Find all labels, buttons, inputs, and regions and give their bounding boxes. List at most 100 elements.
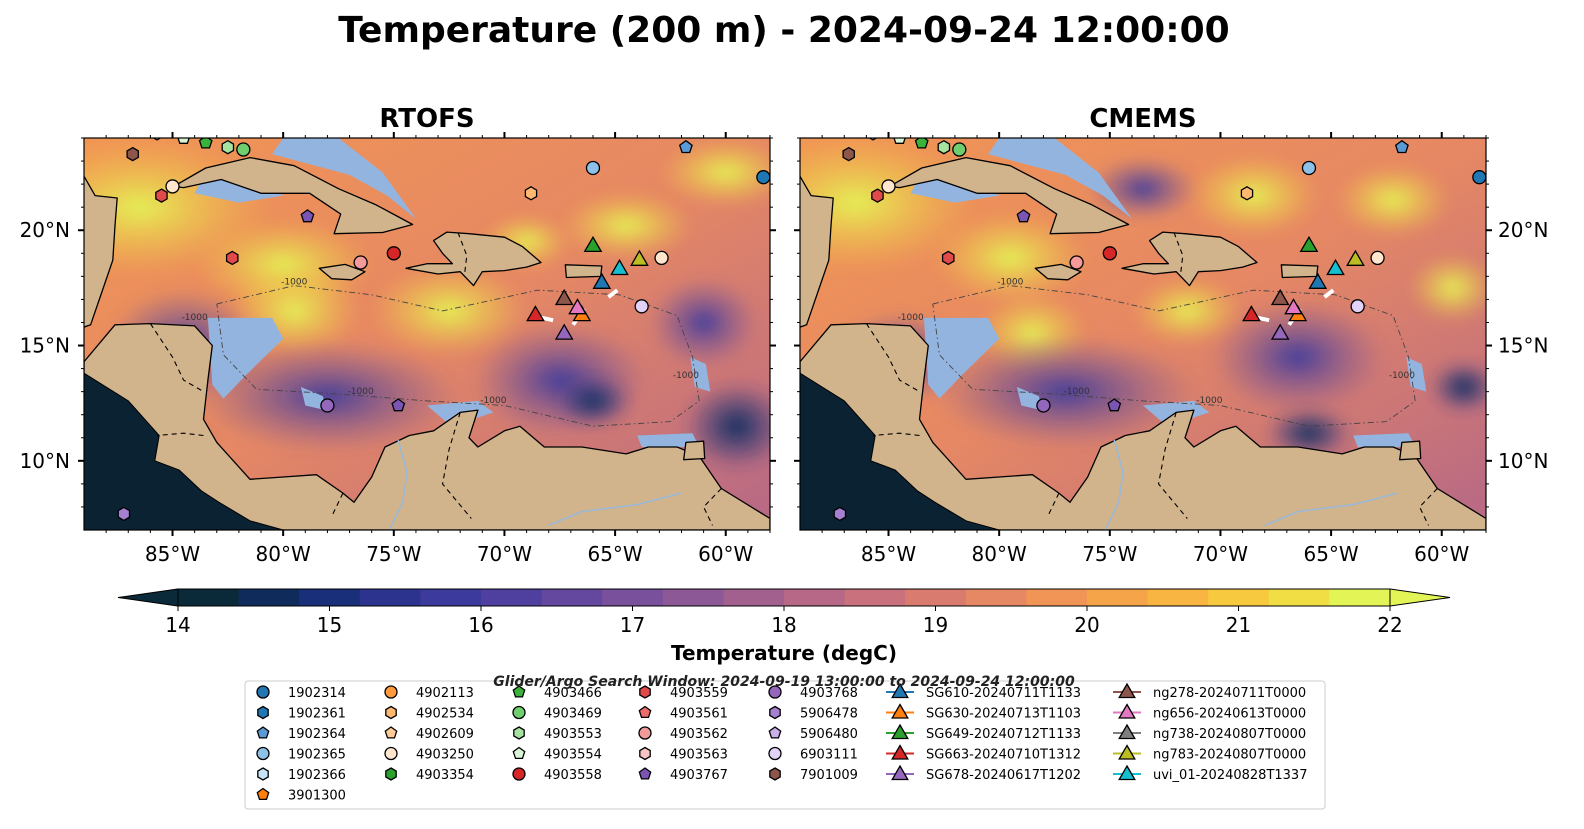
argo-float-marker bbox=[1036, 398, 1051, 413]
y-tick-label: 15°N bbox=[20, 334, 70, 358]
legend-label: 4903563 bbox=[670, 748, 728, 763]
temperature-anomaly bbox=[1428, 359, 1486, 415]
legend-label: uvi_01-20240828T1337 bbox=[1153, 768, 1307, 783]
legend-label: 5906478 bbox=[800, 707, 858, 722]
landmass bbox=[318, 263, 366, 281]
argo-float-marker bbox=[353, 255, 368, 270]
colorbar-segment bbox=[723, 589, 785, 606]
legend-marker bbox=[385, 705, 397, 720]
glider-marker bbox=[1284, 298, 1303, 315]
rtofs-axis-ticks bbox=[78, 132, 776, 536]
legend-label: 1902366 bbox=[288, 768, 346, 783]
legend-marker bbox=[512, 705, 526, 720]
isobath-label: -1000 bbox=[997, 277, 1023, 287]
legend-marker bbox=[1118, 682, 1136, 699]
rtofs-map: -1000 -1000 -1000 -1000 -1000 bbox=[84, 138, 770, 530]
argo-float-marker bbox=[833, 506, 847, 522]
colorbar-tick-label: 17 bbox=[620, 613, 645, 637]
legend-marker bbox=[891, 682, 909, 699]
x-tick-label: 65°W bbox=[1303, 542, 1358, 566]
argo-float-marker bbox=[678, 139, 693, 154]
country-border bbox=[1157, 412, 1188, 519]
isobath-label: -1000 bbox=[348, 387, 374, 397]
legend-label: 1902361 bbox=[288, 707, 346, 722]
legend-marker bbox=[256, 787, 270, 801]
legend-marker bbox=[639, 685, 651, 699]
x-tick-label: 65°W bbox=[587, 542, 642, 566]
legend-label: 4903469 bbox=[544, 707, 602, 722]
isobath-label: -1000 bbox=[1389, 371, 1415, 381]
argo-float-marker bbox=[914, 138, 929, 149]
legend-label: 3901300 bbox=[288, 789, 346, 804]
argo-float-marker bbox=[1472, 170, 1486, 185]
pacific-ocean bbox=[800, 372, 1000, 530]
isobath-label: -1000 bbox=[281, 277, 307, 287]
legend-marker bbox=[891, 703, 909, 719]
argo-float-marker bbox=[1107, 398, 1122, 412]
temperature-anomaly bbox=[659, 138, 770, 208]
landmass bbox=[683, 440, 706, 461]
legend-label: 4903354 bbox=[416, 768, 474, 783]
colorbar-segment bbox=[844, 589, 906, 606]
country-border bbox=[457, 232, 468, 275]
legend-marker bbox=[1118, 764, 1136, 781]
argo-float-marker bbox=[177, 138, 190, 144]
shallow-shelf bbox=[988, 138, 1132, 219]
shallow-shelf bbox=[637, 433, 700, 447]
argo-float-marker bbox=[1301, 160, 1317, 176]
colorbar-segment bbox=[784, 589, 846, 606]
river bbox=[548, 492, 682, 527]
legend-marker bbox=[257, 767, 269, 781]
colorbar-segment bbox=[1208, 589, 1270, 606]
country-border bbox=[872, 432, 920, 437]
temperature-anomaly bbox=[1335, 163, 1451, 238]
cmems-observation-markers bbox=[833, 138, 1486, 522]
temperature-anomaly bbox=[553, 373, 633, 429]
isobath-label: -1000 bbox=[182, 313, 208, 323]
legend-marker bbox=[891, 764, 909, 781]
legend-marker bbox=[512, 746, 526, 760]
landmass bbox=[564, 264, 603, 279]
legend-label: 4903559 bbox=[670, 686, 728, 701]
argo-float-marker bbox=[236, 142, 251, 157]
cmems-panel: CMEMS -1000 -1000 -1000 -1000 -1000 bbox=[794, 104, 1492, 536]
legend-marker bbox=[638, 726, 652, 740]
argo-float-marker bbox=[1016, 209, 1031, 223]
legend-marker bbox=[384, 746, 398, 761]
river bbox=[1104, 439, 1124, 530]
x-tick-label: 80°W bbox=[256, 542, 311, 566]
argo-float-marker bbox=[117, 506, 131, 522]
landmass bbox=[800, 175, 834, 329]
temperature-anomaly bbox=[1187, 154, 1321, 238]
glider-marker bbox=[1308, 272, 1328, 289]
colorbar-segment bbox=[238, 589, 300, 606]
colorbar-segment bbox=[1329, 589, 1391, 606]
argo-float-marker bbox=[1240, 186, 1254, 201]
glider-marker bbox=[630, 249, 649, 266]
colorbar-label: Temperature (degC) bbox=[671, 641, 897, 665]
cmems-axis-ticks bbox=[794, 132, 1492, 536]
legend-label: 4902609 bbox=[416, 727, 474, 742]
x-tick-label: 85°W bbox=[145, 542, 200, 566]
legend-marker bbox=[769, 767, 781, 781]
colorbar-segment bbox=[602, 589, 664, 606]
colorbar-segment bbox=[178, 589, 240, 606]
temperature-anomaly bbox=[194, 338, 461, 454]
shallow-shelf bbox=[1406, 357, 1427, 392]
legend-label: 4903250 bbox=[416, 748, 474, 763]
isobath-contour bbox=[216, 285, 700, 427]
country-border bbox=[441, 412, 472, 519]
cmems-axes-frame bbox=[799, 137, 1487, 531]
landmass bbox=[1399, 440, 1422, 461]
colorbar-segment bbox=[420, 589, 482, 606]
colorbar-tick-label: 18 bbox=[771, 613, 796, 637]
argo-float-marker bbox=[391, 398, 406, 412]
legend-marker bbox=[768, 726, 782, 739]
glider-marker bbox=[592, 272, 612, 289]
legend-label: ng278-20240711T0000 bbox=[1153, 686, 1306, 701]
glider-marker bbox=[1242, 305, 1261, 322]
legend-label: 4903553 bbox=[544, 727, 602, 742]
legend-marker bbox=[1118, 703, 1136, 719]
glider-marker bbox=[1270, 288, 1290, 306]
